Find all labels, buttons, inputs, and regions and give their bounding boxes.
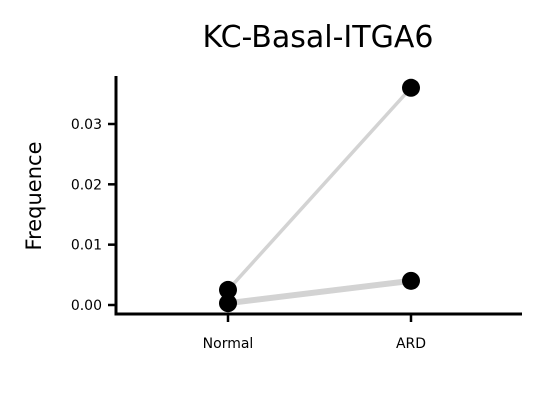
pair-connector-line	[226, 86, 413, 292]
y-axis-label: Frequence	[22, 142, 46, 251]
chart-title: KC-Basal-ITGA6	[203, 20, 434, 55]
pair-connector-line	[225, 277, 414, 307]
data-point	[402, 271, 420, 290]
data-point	[402, 78, 420, 97]
x-tick-label: ARD	[396, 336, 426, 352]
y-tick-label: 0.01	[71, 238, 102, 254]
data-point	[219, 294, 237, 313]
y-tick-label: 0.02	[71, 177, 102, 193]
y-tick-label: 0.00	[71, 298, 102, 314]
data-point	[219, 280, 237, 299]
x-tick-label: Normal	[203, 336, 254, 352]
y-tick-label: 0.03	[71, 117, 102, 133]
plot-area: 0.00 0.01 0.02 0.03 Normal ARD	[71, 76, 522, 352]
